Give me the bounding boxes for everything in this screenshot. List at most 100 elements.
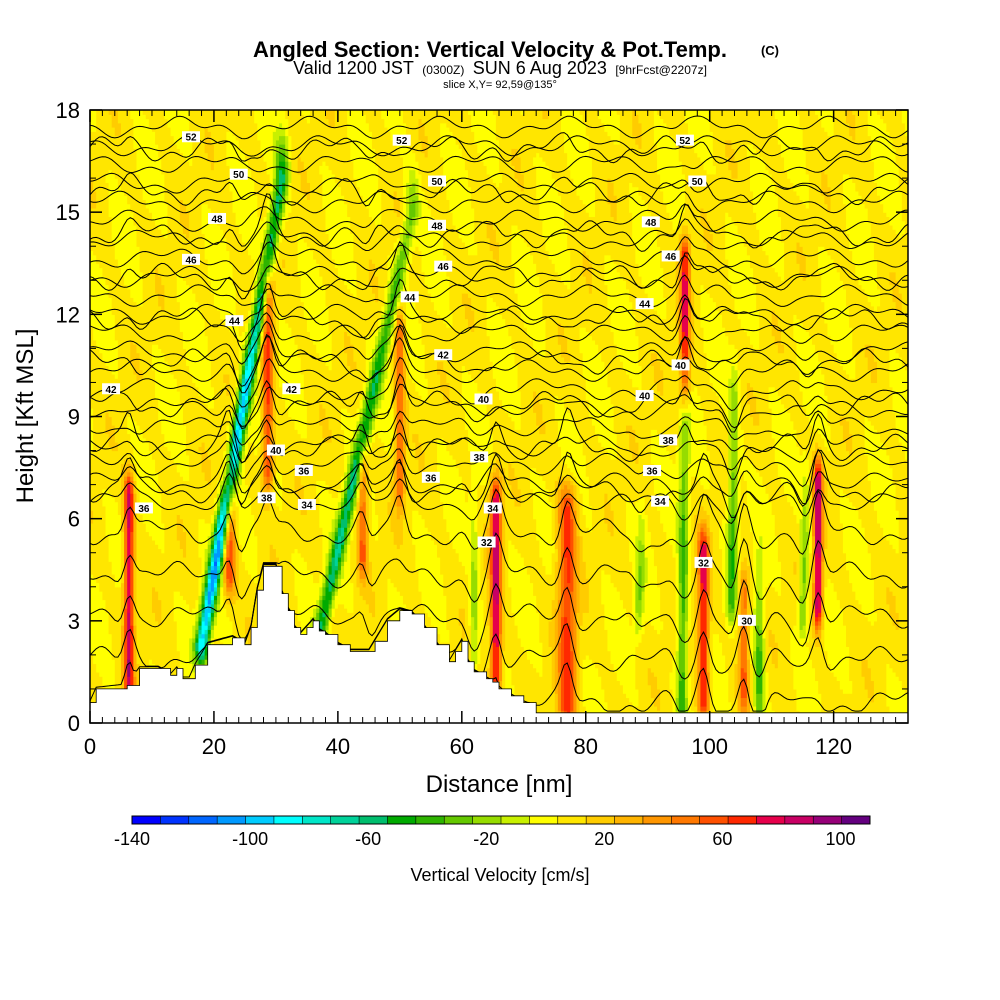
velocity-cell bbox=[232, 484, 237, 490]
velocity-cell bbox=[381, 399, 385, 443]
velocity-cell bbox=[334, 497, 339, 511]
velocity-cell bbox=[161, 433, 165, 524]
velocity-cell bbox=[396, 284, 401, 294]
velocity-cell bbox=[229, 493, 234, 498]
velocity-cell bbox=[560, 616, 565, 711]
isentrope-line bbox=[90, 255, 908, 293]
velocity-cell bbox=[666, 127, 671, 213]
velocity-cell bbox=[815, 629, 819, 635]
velocity-cell bbox=[260, 310, 265, 315]
velocity-cell bbox=[666, 539, 671, 723]
velocity-cell bbox=[303, 561, 308, 652]
velocity-cell bbox=[604, 629, 609, 703]
isentrope-label-text: 52 bbox=[679, 136, 691, 147]
velocity-cell bbox=[164, 446, 169, 682]
velocity-cell bbox=[502, 407, 506, 469]
velocity-cell bbox=[396, 548, 401, 592]
velocity-cell bbox=[254, 582, 258, 639]
velocity-cell bbox=[765, 169, 770, 256]
velocity-cell bbox=[477, 484, 482, 550]
velocity-cell bbox=[393, 254, 398, 264]
velocity-cell bbox=[883, 212, 887, 447]
velocity-cell bbox=[204, 659, 209, 665]
isentrope-label: 50 bbox=[688, 175, 707, 188]
velocity-cell bbox=[263, 237, 268, 247]
velocity-cell bbox=[725, 110, 729, 141]
velocity-cell bbox=[337, 501, 342, 511]
velocity-cell bbox=[114, 178, 119, 260]
velocity-cell bbox=[235, 318, 240, 341]
velocity-cell bbox=[220, 522, 224, 537]
velocity-cell bbox=[533, 348, 537, 392]
velocity-cell bbox=[681, 233, 686, 239]
velocity-cell bbox=[111, 450, 116, 498]
chart-title: Angled Section: Vertical Velocity & Pot.… bbox=[253, 37, 727, 62]
velocity-cell bbox=[217, 110, 221, 226]
velocity-cell bbox=[474, 144, 478, 243]
velocity-cell bbox=[337, 186, 342, 277]
velocity-cell bbox=[381, 110, 385, 120]
velocity-cell bbox=[223, 480, 227, 486]
isentrope-label: 42 bbox=[434, 349, 453, 362]
velocity-cell bbox=[210, 616, 215, 622]
velocity-cell bbox=[821, 437, 825, 456]
velocity-cell bbox=[251, 403, 255, 413]
velocity-cell bbox=[368, 442, 373, 452]
velocity-cell bbox=[616, 591, 621, 682]
velocity-cell bbox=[443, 322, 447, 371]
velocity-cell bbox=[297, 552, 302, 622]
velocity-cell bbox=[99, 352, 103, 592]
velocity-cell bbox=[852, 378, 856, 507]
velocity-cell bbox=[356, 425, 361, 435]
isentrope-line bbox=[90, 448, 908, 519]
velocity-cell bbox=[892, 110, 897, 149]
velocity-cell bbox=[560, 488, 565, 498]
velocity-cell bbox=[244, 322, 249, 332]
velocity-cell bbox=[895, 676, 900, 723]
velocity-cell bbox=[715, 395, 720, 635]
velocity-cell bbox=[703, 531, 708, 537]
velocity-cell bbox=[805, 642, 810, 647]
velocity-cell bbox=[471, 331, 475, 379]
colorbar-tick-label: -100 bbox=[232, 829, 268, 849]
isentrope-label-text: 42 bbox=[286, 385, 298, 396]
velocity-cell bbox=[319, 165, 323, 175]
velocity-cell bbox=[529, 467, 534, 490]
velocity-cell bbox=[749, 616, 754, 665]
velocity-cell bbox=[151, 220, 156, 345]
velocity-cell bbox=[102, 361, 107, 490]
velocity-cell bbox=[334, 510, 339, 520]
velocity-cell bbox=[582, 454, 587, 516]
velocity-cell bbox=[145, 442, 150, 533]
velocity-cell bbox=[672, 229, 677, 464]
velocity-cell bbox=[480, 599, 485, 639]
velocity-cell bbox=[433, 110, 438, 222]
velocity-cell bbox=[641, 199, 646, 286]
isentrope-label-text: 48 bbox=[645, 218, 657, 229]
velocity-cell bbox=[207, 574, 212, 579]
velocity-cell bbox=[709, 531, 714, 622]
velocity-cell bbox=[684, 620, 689, 699]
velocity-cell bbox=[90, 207, 94, 252]
velocity-cell bbox=[818, 646, 822, 694]
velocity-cell bbox=[567, 493, 571, 498]
velocity-cell bbox=[390, 250, 395, 269]
velocity-cell bbox=[90, 574, 94, 656]
velocity-cell bbox=[213, 603, 218, 613]
velocity-cell bbox=[340, 552, 345, 562]
velocity-cell bbox=[344, 493, 348, 498]
velocity-cell bbox=[167, 365, 172, 452]
velocity-cell bbox=[461, 407, 466, 490]
velocity-cell bbox=[387, 335, 392, 345]
isentrope-line bbox=[90, 193, 908, 252]
velocity-cell bbox=[793, 514, 798, 562]
velocity-cell bbox=[328, 493, 333, 533]
velocity-cell bbox=[889, 110, 894, 141]
velocity-cell bbox=[607, 254, 612, 311]
velocity-cell bbox=[347, 510, 351, 520]
velocity-cell bbox=[204, 110, 209, 128]
velocity-cell bbox=[743, 331, 748, 460]
velocity-cell bbox=[244, 484, 249, 571]
velocity-cell bbox=[226, 165, 231, 252]
velocity-cell bbox=[313, 258, 317, 345]
